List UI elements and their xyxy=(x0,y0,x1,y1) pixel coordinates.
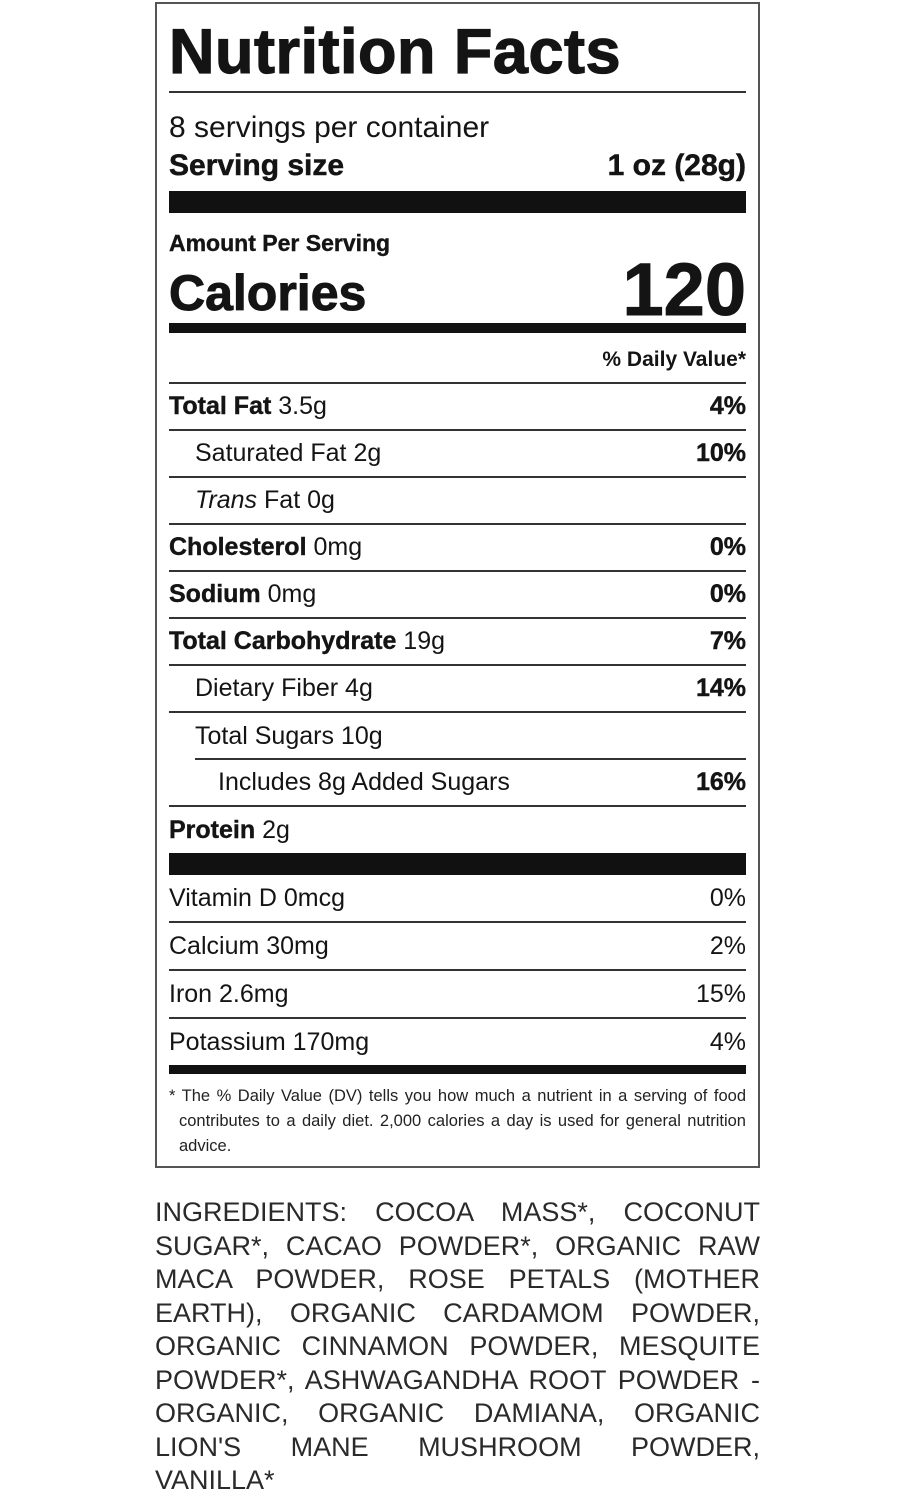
serving-size: Serving size 1 oz (28g) xyxy=(169,147,747,185)
thick-divider xyxy=(169,853,746,875)
vitamin-name: Vitamin D 0mcg xyxy=(169,883,345,912)
nutrient-dv: 0% xyxy=(709,580,747,608)
vitamin-dv: 2% xyxy=(709,931,746,960)
nutrient-row-total-sugars: Total Sugars 10g xyxy=(169,713,746,760)
vitamin-name: Calcium 30mg xyxy=(169,931,329,960)
nutrient-name: Total Carbohydrate xyxy=(169,627,397,655)
label-title: Nutrition Facts xyxy=(168,16,622,87)
nutrient-dv: 0% xyxy=(709,533,747,561)
nutrient-dv: 10% xyxy=(695,439,746,467)
nutrient-rows: Total Fat 3.5g 4% Saturated Fat 2g 10% T… xyxy=(169,384,746,1074)
serving-size-label: Serving size xyxy=(169,149,345,183)
vitamin-dv: 4% xyxy=(709,1027,746,1056)
nutrient-row-trans-fat: Trans Fat 0g xyxy=(169,478,746,525)
nutrient-name: Sodium xyxy=(169,580,261,608)
serving-size-value: 1 oz (28g) xyxy=(607,149,746,183)
nutrient-row-protein: Protein 2g xyxy=(169,807,746,853)
nutrient-name: Total Sugars xyxy=(195,722,334,750)
ingredients-list: INGREDIENTS: COCOA MASS*, COCONUT SUGAR*… xyxy=(155,1197,760,1495)
vitamin-name: Potassium 170mg xyxy=(169,1027,370,1056)
nutrient-name-suffix: Fat xyxy=(264,486,301,514)
nutrient-amount: 4g xyxy=(345,674,373,702)
nutrient-dv: 7% xyxy=(709,627,747,655)
nutrient-row-cholesterol: Cholesterol 0mg 0% xyxy=(169,525,746,572)
daily-value-footnote: * The % Daily Value (DV) tells you how m… xyxy=(169,1087,746,1155)
nutrient-amount: 19g xyxy=(403,627,446,655)
nutrient-dv: 14% xyxy=(695,674,746,702)
nutrient-amount: 10g xyxy=(340,722,383,750)
nutrition-facts-label: Nutrition Facts 8 servings per container… xyxy=(155,2,760,1168)
medium-divider xyxy=(169,323,746,333)
nutrient-row-sodium: Sodium 0mg 0% xyxy=(169,572,746,619)
nutrient-name: Total Fat xyxy=(169,392,272,420)
vitamin-row: Calcium 30mg 2% xyxy=(169,923,746,971)
vitamin-row: Vitamin D 0mcg 0% xyxy=(169,875,746,923)
nutrient-amount: 3.5g xyxy=(278,392,327,420)
divider xyxy=(169,91,746,93)
thick-divider xyxy=(169,191,746,213)
vitamin-name: Iron 2.6mg xyxy=(169,979,289,1008)
nutrient-row-saturated-fat: Saturated Fat 2g 10% xyxy=(169,431,746,478)
servings-per-container: 8 servings per container xyxy=(169,111,490,144)
nutrient-row-added-sugars: Includes 8g Added Sugars 16% xyxy=(169,760,746,807)
vitamin-row: Iron 2.6mg 15% xyxy=(169,971,746,1019)
nutrient-row-total-fat: Total Fat 3.5g 4% xyxy=(169,384,746,431)
vitamin-dv: 0% xyxy=(709,883,746,912)
daily-value-header: % Daily Value* xyxy=(169,342,746,384)
nutrient-amount: 2g xyxy=(353,439,382,467)
nutrient-amount: 0g xyxy=(307,486,335,514)
nutrient-row-dietary-fiber: Dietary Fiber 4g 14% xyxy=(169,666,746,713)
nutrient-name: Saturated Fat xyxy=(195,439,347,467)
calories-row: Calories 120 xyxy=(168,248,746,331)
nutrient-row-total-carbohydrate: Total Carbohydrate 19g 7% xyxy=(169,619,746,666)
nutrient-name: Trans xyxy=(195,486,258,514)
medium-divider xyxy=(169,1065,746,1074)
nutrient-name: Protein xyxy=(169,815,256,844)
nutrient-dv: 16% xyxy=(695,768,746,796)
calories-value: 120 xyxy=(622,248,746,331)
nutrient-amount: 2g xyxy=(262,815,290,844)
nutrient-name: Dietary Fiber xyxy=(195,674,339,702)
vitamin-dv: 15% xyxy=(695,979,746,1008)
nutrient-name: Cholesterol xyxy=(169,533,307,561)
vitamin-row: Potassium 170mg 4% xyxy=(169,1019,746,1065)
amount-per-serving: Amount Per Serving xyxy=(169,230,391,256)
nutrient-dv: 4% xyxy=(709,392,747,420)
nutrient-name: Includes 8g Added Sugars xyxy=(218,768,510,796)
calories-label: Calories xyxy=(168,265,367,322)
nutrient-amount: 0mg xyxy=(313,533,363,561)
nutrient-amount: 0mg xyxy=(267,580,317,608)
